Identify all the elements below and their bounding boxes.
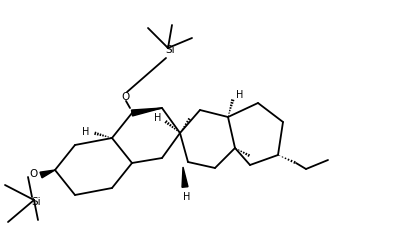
Polygon shape xyxy=(40,170,55,178)
Text: O: O xyxy=(30,169,38,179)
Polygon shape xyxy=(182,167,188,187)
Text: H: H xyxy=(236,90,244,100)
Text: H: H xyxy=(154,113,162,123)
Text: O: O xyxy=(122,92,130,102)
Text: Si: Si xyxy=(165,45,175,55)
Polygon shape xyxy=(131,108,162,116)
Text: Si: Si xyxy=(31,197,41,207)
Text: H: H xyxy=(82,127,90,137)
Text: H: H xyxy=(183,192,191,202)
